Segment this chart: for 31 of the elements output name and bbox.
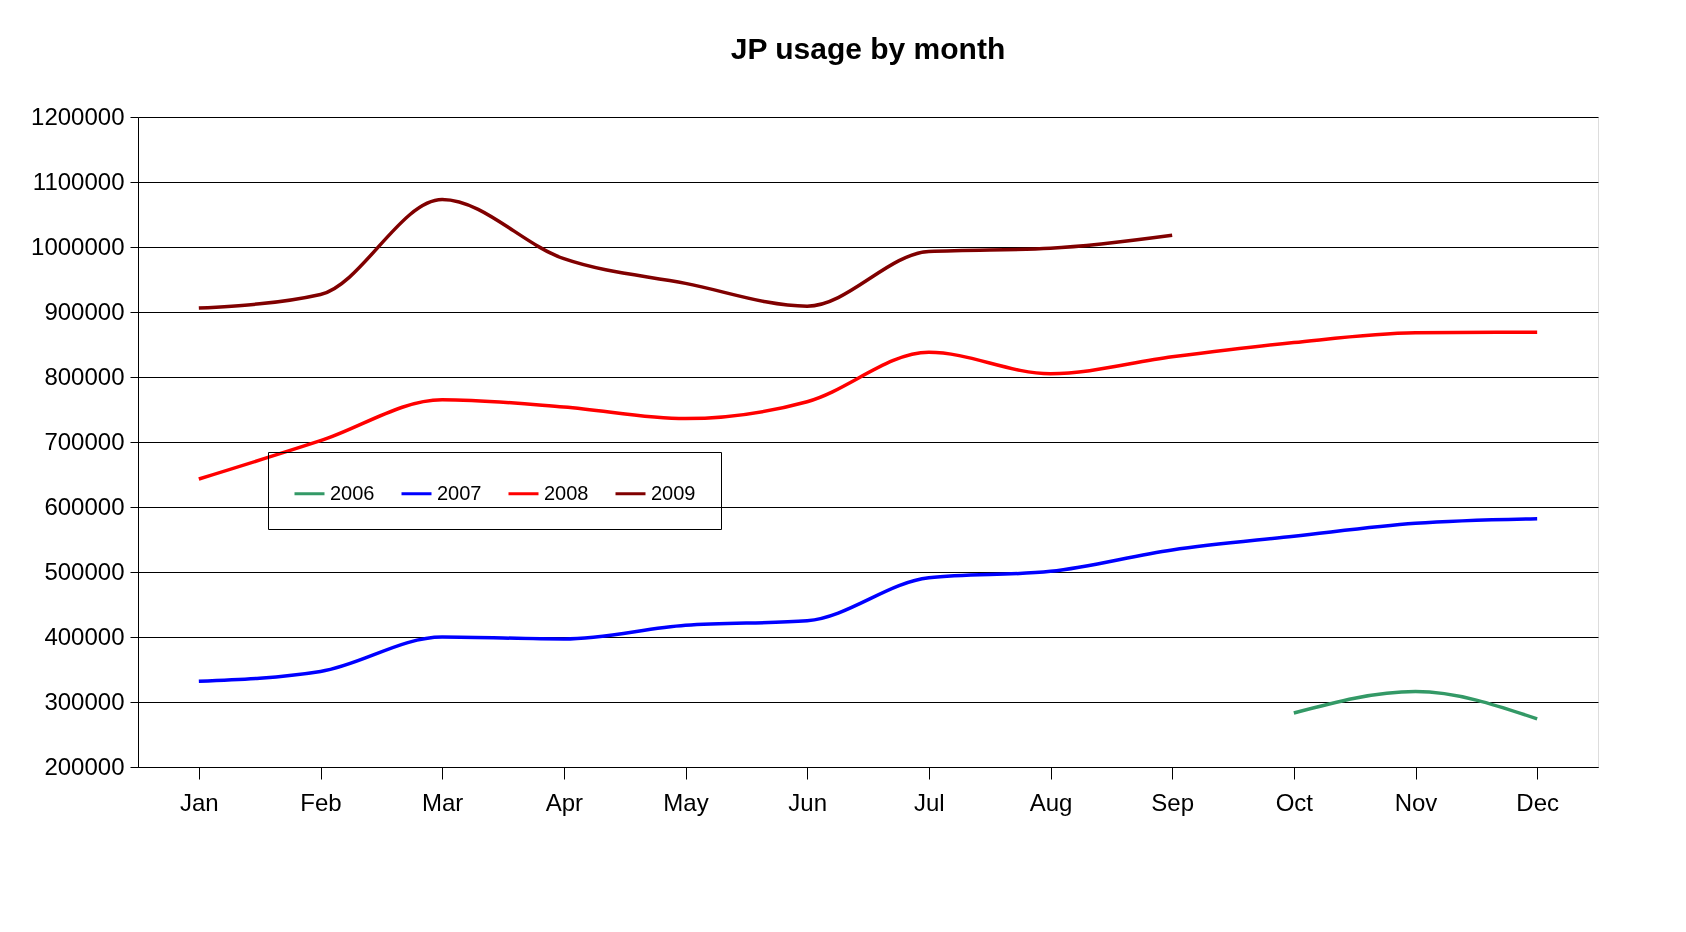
y-tick-label: 300000 <box>44 687 125 715</box>
x-tick-label: May <box>663 788 709 816</box>
y-tick-label: 900000 <box>44 297 125 325</box>
y-tick-label: 200000 <box>44 752 125 780</box>
y-tick-label: 400000 <box>44 622 125 650</box>
line-series <box>197 197 1174 310</box>
chart-title: JP usage by month <box>730 32 1006 65</box>
x-tick-label: Apr <box>545 788 584 816</box>
legend-label: 2009 <box>651 481 696 504</box>
legend-label: 2008 <box>544 481 589 504</box>
x-tick-label: Aug <box>1029 788 1073 816</box>
y-tick-label: 800000 <box>44 362 125 390</box>
y-tick-label: 1200000 <box>31 102 125 130</box>
line-series <box>197 330 1539 481</box>
x-tick-label: Feb <box>300 788 342 816</box>
y-tick-label: 600000 <box>44 492 125 520</box>
x-tick-label: Jul <box>913 788 945 816</box>
x-tick-label: Jun <box>788 788 828 816</box>
legend-label: 2006 <box>330 481 375 504</box>
y-tick-label: 1100000 <box>32 167 125 195</box>
line-series <box>197 516 1539 683</box>
x-tick-label: Jan <box>179 788 219 816</box>
y-tick-label: 1000000 <box>31 232 125 260</box>
x-tick-label: Nov <box>1394 788 1438 816</box>
y-tick-label: 700000 <box>44 427 125 455</box>
y-tick-label: 500000 <box>44 557 125 585</box>
x-tick-label: Oct <box>1275 788 1314 816</box>
x-tick-label: Mar <box>421 788 464 816</box>
legend-label: 2007 <box>437 481 482 504</box>
x-tick-label: Dec <box>1516 788 1560 816</box>
x-tick-label: Sep <box>1151 788 1195 816</box>
